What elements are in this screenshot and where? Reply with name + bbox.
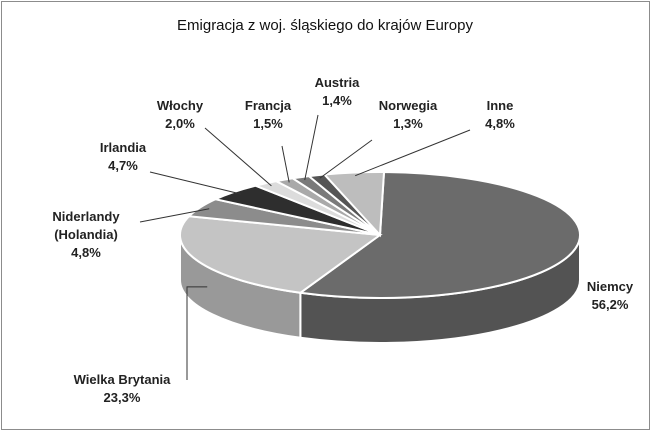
category-label: Niemcy [586,279,634,294]
category-label: Irlandia [99,140,147,155]
value-label: 23,3% [103,390,141,405]
leader-line [319,139,373,179]
data-label: Norwegia 1,3% [379,97,438,133]
category-label: Inne [486,98,514,113]
value-label: 56,2% [591,297,629,312]
leader-line [149,171,242,195]
data-label: Inne 4,8% [485,97,515,133]
data-label: Niderlandy (Holandia) 4,8% [41,208,131,262]
value-label: 2,0% [165,116,195,131]
category-label: Wielka Brytania [73,372,171,387]
leader-line [281,145,290,183]
leader-line [355,129,471,177]
slice [179,215,383,294]
leader-line [204,127,272,187]
slice [297,171,581,300]
value-label: 1,4% [322,93,352,108]
category-label: Niderlandy (Holandia) [52,209,120,242]
leader-line [304,114,319,181]
value-label: 1,3% [393,116,423,131]
value-label: 1,5% [253,116,283,131]
chart-title: Emigracja z woj. śląskiego do krajów Eur… [177,17,473,34]
data-label: Austria 1,4% [315,74,360,110]
value-label: 4,8% [71,245,101,260]
category-label: Norwegia [378,98,438,113]
data-label: Wielka Brytania 23,3% [74,371,171,407]
chart-frame [1,1,650,430]
category-label: Austria [314,75,360,90]
leader-line [186,286,208,380]
data-label: Włochy 2,0% [157,97,203,133]
category-label: Włochy [156,98,204,113]
data-label: Irlandia 4,7% [100,139,146,175]
value-label: 4,8% [485,116,515,131]
leader-line [139,208,210,223]
value-label: 4,7% [108,158,138,173]
category-label: Francja [244,98,292,113]
data-label: Francja 1,5% [245,97,291,133]
data-label: Niemcy 56,2% [587,278,633,314]
